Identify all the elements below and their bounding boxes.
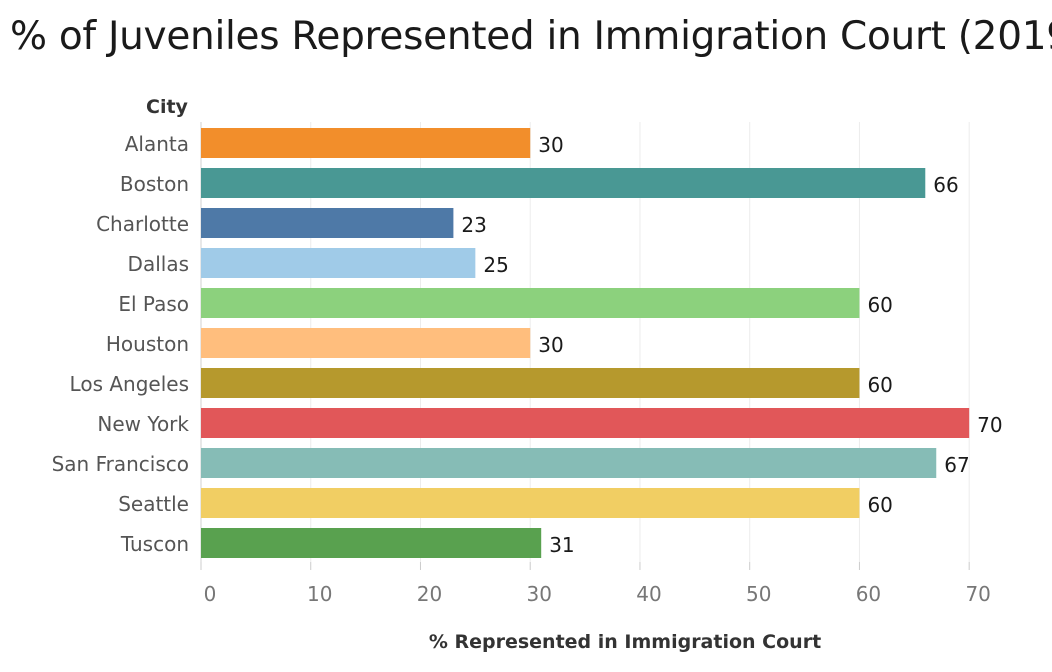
category-label: Boston: [120, 172, 189, 196]
x-axis-ticks: 0 10 20 30 40 50 60 70: [200, 562, 991, 606]
bars: [201, 128, 970, 558]
data-label: 30: [538, 333, 563, 357]
category-label: Charlotte: [96, 212, 189, 236]
y-axis-title: City: [146, 96, 189, 118]
x-tick-label: 40: [636, 582, 661, 606]
bar-san-francisco: [201, 448, 937, 478]
x-tick-label: 50: [746, 582, 771, 606]
category-label: El Paso: [118, 292, 189, 316]
bar-alanta: [201, 128, 531, 158]
x-tick-label: 10: [307, 582, 332, 606]
data-label: 30: [538, 133, 563, 157]
data-labels: 30 66 23 25 60 30 60 70 67 60 31: [461, 133, 1002, 557]
bar-charlotte: [201, 208, 454, 238]
x-tick-label: 0: [204, 582, 217, 606]
data-label: 67: [944, 453, 969, 477]
data-label: 60: [867, 373, 892, 397]
bar-boston: [201, 168, 926, 198]
category-label: Houston: [106, 332, 189, 356]
data-label: 31: [549, 533, 574, 557]
data-label: 60: [867, 493, 892, 517]
bar-tuscon: [201, 528, 542, 558]
bar-seattle: [201, 488, 860, 518]
category-label: Seattle: [118, 492, 189, 516]
data-label: 66: [933, 173, 958, 197]
x-tick-label: 20: [417, 582, 442, 606]
x-tick-label: 70: [965, 582, 990, 606]
bar-new-york: [201, 408, 970, 438]
x-axis-title: % Represented in Immigration Court: [429, 631, 821, 653]
data-label: 70: [977, 413, 1002, 437]
category-label: Alanta: [125, 132, 189, 156]
chart-title: % of Juveniles Represented in Immigratio…: [10, 14, 1052, 59]
bar-el-paso: [201, 288, 860, 318]
category-label: Tuscon: [120, 532, 189, 556]
category-labels: Alanta Boston Charlotte Dallas El Paso Housto…: [52, 132, 190, 556]
bar-dallas: [201, 248, 476, 278]
data-label: 23: [461, 213, 486, 237]
x-tick-label: 30: [526, 582, 551, 606]
bar-houston: [201, 328, 531, 358]
category-label: San Francisco: [52, 452, 189, 476]
category-label: New York: [97, 412, 189, 436]
category-label: Los Angeles: [70, 372, 189, 396]
data-label: 60: [867, 293, 892, 317]
category-label: Dallas: [128, 252, 189, 276]
x-tick-label: 60: [856, 582, 881, 606]
data-label: 25: [483, 253, 508, 277]
bar-los-angeles: [201, 368, 860, 398]
